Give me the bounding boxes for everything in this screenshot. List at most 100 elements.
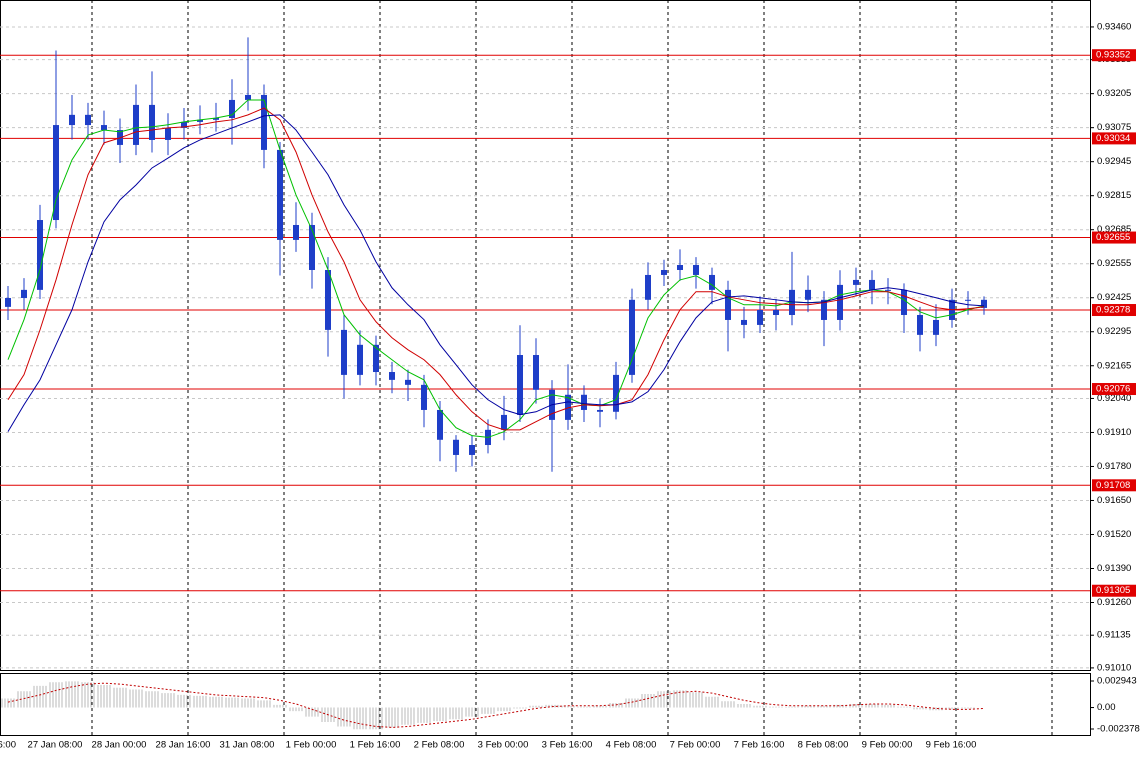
y-tick-label: 0.92685 [1097, 224, 1131, 235]
candle-body [373, 344, 379, 373]
moving-average-line [7, 107, 985, 431]
candle-body [309, 224, 315, 270]
x-tick-label: 3 Feb 16:00 [542, 740, 593, 751]
candle-body [757, 310, 763, 325]
y-tick-label: 0.92165 [1097, 360, 1131, 371]
candle-body [149, 104, 155, 140]
x-tick-label: 28 Jan 00:00 [92, 740, 147, 751]
y-tick-label: 0.93460 [1097, 21, 1131, 32]
candle-body [821, 299, 827, 320]
candle-body [693, 265, 699, 275]
y-tick-label: 0.92425 [1097, 292, 1131, 303]
y-tick-label: 0.92815 [1097, 190, 1131, 201]
y-tick-label: 0.91390 [1097, 563, 1131, 574]
level-label-box [1092, 132, 1136, 145]
candle-body [165, 127, 171, 140]
x-tick-label: 8 Feb 08:00 [798, 740, 849, 751]
x-tick-label: 4 Feb 08:00 [606, 740, 657, 751]
candle-body [965, 299, 971, 301]
y-tick-label: 0.92945 [1097, 156, 1131, 167]
y-tick-label: 0.91650 [1097, 495, 1131, 506]
x-tick-label: 28 Jan 16:00 [156, 740, 211, 751]
candle-body [53, 125, 59, 221]
signal-line [7, 682, 985, 728]
candle-body [405, 379, 411, 385]
level-label: 0.93034 [1096, 133, 1130, 144]
candle-body [197, 119, 203, 122]
candle-body [229, 99, 235, 118]
moving-average-line [7, 114, 985, 432]
candle-body [741, 319, 747, 325]
candle-body [773, 310, 779, 315]
candle-body [181, 121, 187, 128]
candle-body [389, 372, 395, 380]
y-tick-label: 0.91010 [1097, 662, 1131, 673]
x-tick-label: 6:00 [0, 740, 16, 751]
candle-body [629, 299, 635, 375]
level-label: 0.91708 [1096, 480, 1130, 491]
candle-body [885, 289, 891, 291]
candle-body [725, 289, 731, 320]
candle-body [517, 355, 523, 415]
candle-body [245, 94, 251, 100]
candle-body [21, 289, 27, 298]
candle-body [901, 289, 907, 315]
candle-body [501, 414, 507, 430]
candle-body [133, 104, 139, 145]
candle-body [661, 269, 667, 275]
candle-body [533, 355, 539, 390]
candle-body [421, 384, 427, 410]
level-label-box [1092, 584, 1136, 597]
candle-body [37, 220, 43, 290]
candle-body [853, 279, 859, 285]
candle-body [69, 114, 75, 126]
y-tick-label: 0.00 [1097, 702, 1116, 713]
y-tick-label: 0.91260 [1097, 597, 1131, 608]
candle-body [277, 149, 283, 240]
x-tick-label: 7 Feb 00:00 [670, 740, 721, 751]
candle-body [213, 117, 219, 120]
candle-body [709, 274, 715, 290]
y-tick-label: 0.92040 [1097, 393, 1131, 404]
candle-body [869, 279, 875, 290]
level-label-box [1092, 304, 1136, 317]
candle-body [341, 329, 347, 375]
level-label-box [1092, 479, 1136, 492]
x-tick-label: 1 Feb 00:00 [286, 740, 337, 751]
candle-body [101, 125, 107, 131]
y-tick-label: 0.91520 [1097, 529, 1131, 540]
y-tick-label: 0.002943 [1097, 676, 1137, 687]
x-tick-label: 2 Feb 08:00 [414, 740, 465, 751]
candle-body [805, 289, 811, 300]
x-tick-label: 1 Feb 16:00 [350, 740, 401, 751]
candle-body [677, 265, 683, 270]
y-tick-label: -0.002378 [1097, 724, 1140, 735]
level-label-box [1092, 231, 1136, 244]
candle-body [645, 274, 651, 300]
x-tick-label: 9 Feb 16:00 [926, 740, 977, 751]
main-panel-frame [0, 0, 1091, 671]
y-tick-label: 0.93075 [1097, 122, 1131, 133]
x-tick-label: 3 Feb 00:00 [478, 740, 529, 751]
candle-body [837, 284, 843, 320]
x-tick-label: 7 Feb 16:00 [734, 740, 785, 751]
y-tick-label: 0.92295 [1097, 326, 1131, 337]
candle-body [933, 319, 939, 335]
candle-body [293, 224, 299, 240]
level-label-box [1092, 383, 1136, 396]
x-tick-label: 31 Jan 08:00 [220, 740, 275, 751]
candle-body [5, 297, 11, 307]
candle-body [597, 409, 603, 412]
level-label: 0.93352 [1096, 50, 1130, 61]
candle-body [581, 394, 587, 410]
candle-body [453, 439, 459, 455]
candle-body [357, 344, 363, 375]
y-tick-label: 0.93205 [1097, 88, 1131, 99]
candle-body [437, 409, 443, 440]
vertical-grid [91, 0, 1053, 735]
level-label: 0.92378 [1096, 305, 1130, 316]
level-label: 0.92076 [1096, 384, 1130, 395]
candle-body [261, 94, 267, 150]
